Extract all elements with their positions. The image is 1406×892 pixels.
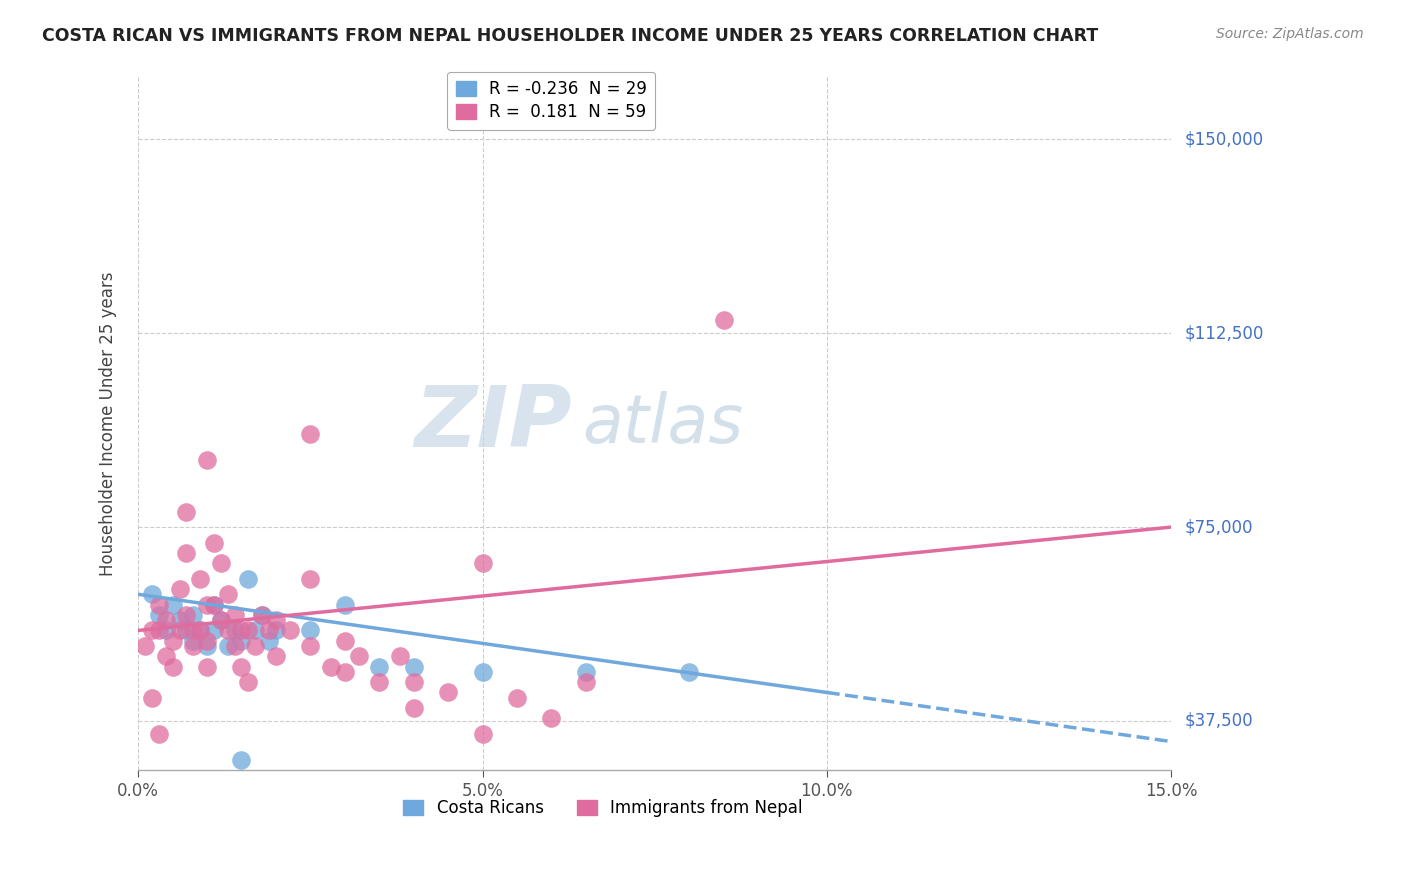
Point	[388, 649, 411, 664]
Point	[176, 607, 198, 622]
Point	[224, 624, 246, 638]
Point	[217, 587, 239, 601]
Point	[402, 701, 425, 715]
Point	[148, 607, 170, 622]
Point	[181, 639, 204, 653]
Point	[575, 675, 598, 690]
Point	[238, 572, 260, 586]
Point	[278, 624, 301, 638]
Point	[209, 556, 232, 570]
Point	[264, 613, 287, 627]
Point	[188, 624, 211, 638]
Point	[195, 659, 218, 673]
Point	[257, 633, 280, 648]
Point	[333, 598, 356, 612]
Point	[471, 727, 494, 741]
Point	[250, 607, 273, 622]
Text: $37,500: $37,500	[1185, 712, 1254, 730]
Point	[148, 727, 170, 741]
Point	[299, 639, 322, 653]
Point	[264, 649, 287, 664]
Point	[202, 624, 225, 638]
Point	[169, 613, 191, 627]
Point	[141, 624, 163, 638]
Text: COSTA RICAN VS IMMIGRANTS FROM NEPAL HOUSEHOLDER INCOME UNDER 25 YEARS CORRELATI: COSTA RICAN VS IMMIGRANTS FROM NEPAL HOU…	[42, 27, 1098, 45]
Point	[319, 659, 342, 673]
Text: ZIP: ZIP	[415, 382, 572, 466]
Point	[202, 598, 225, 612]
Point	[134, 639, 156, 653]
Point	[471, 665, 494, 679]
Point	[169, 582, 191, 596]
Point	[181, 624, 204, 638]
Point	[176, 624, 198, 638]
Point	[713, 313, 735, 327]
Point	[437, 685, 460, 699]
Point	[506, 690, 529, 705]
Point	[231, 659, 253, 673]
Point	[250, 607, 273, 622]
Point	[540, 711, 562, 725]
Point	[202, 535, 225, 549]
Point	[195, 633, 218, 648]
Point	[368, 659, 391, 673]
Point	[195, 453, 218, 467]
Point	[195, 598, 218, 612]
Point	[264, 624, 287, 638]
Point	[148, 598, 170, 612]
Point	[245, 624, 267, 638]
Point	[299, 427, 322, 442]
Point	[176, 546, 198, 560]
Point	[162, 633, 184, 648]
Point	[238, 624, 260, 638]
Point	[155, 613, 177, 627]
Point	[402, 659, 425, 673]
Point	[202, 598, 225, 612]
Point	[231, 753, 253, 767]
Legend: Costa Ricans, Immigrants from Nepal: Costa Ricans, Immigrants from Nepal	[396, 793, 810, 824]
Point	[141, 587, 163, 601]
Text: $75,000: $75,000	[1185, 518, 1254, 536]
Point	[299, 572, 322, 586]
Point	[195, 639, 218, 653]
Point	[209, 613, 232, 627]
Point	[141, 690, 163, 705]
Point	[162, 598, 184, 612]
Point	[333, 633, 356, 648]
Point	[224, 607, 246, 622]
Point	[257, 624, 280, 638]
Text: $112,500: $112,500	[1185, 325, 1264, 343]
Point	[176, 505, 198, 519]
Point	[333, 665, 356, 679]
Y-axis label: Householder Income Under 25 years: Householder Income Under 25 years	[100, 271, 117, 576]
Point	[368, 675, 391, 690]
Point	[245, 639, 267, 653]
Point	[188, 624, 211, 638]
Point	[169, 624, 191, 638]
Point	[162, 659, 184, 673]
Point	[402, 675, 425, 690]
Point	[148, 624, 170, 638]
Point	[678, 665, 700, 679]
Point	[188, 572, 211, 586]
Point	[224, 639, 246, 653]
Text: $150,000: $150,000	[1185, 130, 1264, 148]
Point	[231, 624, 253, 638]
Point	[299, 624, 322, 638]
Point	[471, 556, 494, 570]
Point	[155, 649, 177, 664]
Point	[217, 639, 239, 653]
Text: Source: ZipAtlas.com: Source: ZipAtlas.com	[1216, 27, 1364, 41]
Point	[181, 607, 204, 622]
Point	[347, 649, 370, 664]
Point	[155, 624, 177, 638]
Point	[238, 675, 260, 690]
Point	[209, 613, 232, 627]
Point	[575, 665, 598, 679]
Point	[231, 633, 253, 648]
Point	[217, 624, 239, 638]
Text: atlas: atlas	[582, 391, 744, 457]
Point	[181, 633, 204, 648]
